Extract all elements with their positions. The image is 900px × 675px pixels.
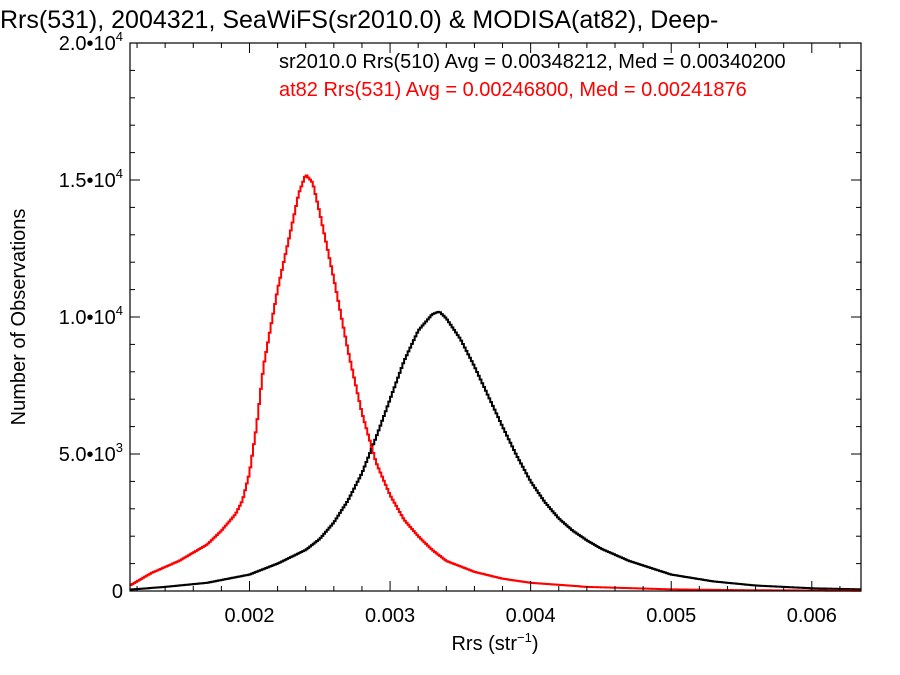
annotation-text-black: sr2010.0 Rrs(510) Avg = 0.00348212, Med … (279, 51, 786, 73)
x-tick-label: 0.002 (224, 605, 274, 627)
y-tick-label: 1.0•104 (59, 303, 123, 329)
chart-title: Rrs(531), 2004321, SeaWiFS(sr2010.0) & M… (0, 6, 718, 34)
x-axis-label: Rrs (str−1) (451, 630, 538, 655)
annotation-red: at82 Rrs(531) Avg = 0.00246800, Med = 0.… (279, 79, 747, 101)
y-axis-label: Number of Observations (8, 209, 30, 426)
x-tick-label: 0.003 (365, 605, 415, 627)
plot-frame (129, 42, 862, 592)
annotation-text-red: at82 Rrs(531) Avg = 0.00246800, Med = 0.… (279, 79, 747, 101)
x-axis-label-main: Rrs (str (451, 633, 517, 655)
x-axis-label-sup: −1 (517, 630, 532, 645)
y-ticks: 0 5.0•103 1.0•104 1.5•104 2.0•104 (59, 29, 861, 603)
x-tick-label: 0.006 (787, 605, 837, 627)
x-ticks: 0.002 0.003 0.004 0.005 0.006 (136, 43, 841, 627)
x-axis-label-tail: ) (532, 633, 539, 655)
y-tick-label: 2.0•104 (59, 29, 123, 55)
x-tick-label: 0.005 (646, 605, 696, 627)
y-tick-label: 0 (112, 581, 123, 603)
series-line-0 (130, 310, 861, 591)
annotation-black: sr2010.0 Rrs(510) Avg = 0.00348212, Med … (279, 51, 786, 73)
y-tick-label: 5.0•103 (59, 440, 123, 466)
series-line-1 (130, 174, 861, 592)
y-tick-label: 1.5•104 (59, 166, 123, 192)
series-layer (130, 174, 861, 592)
x-tick-label: 0.004 (506, 605, 556, 627)
